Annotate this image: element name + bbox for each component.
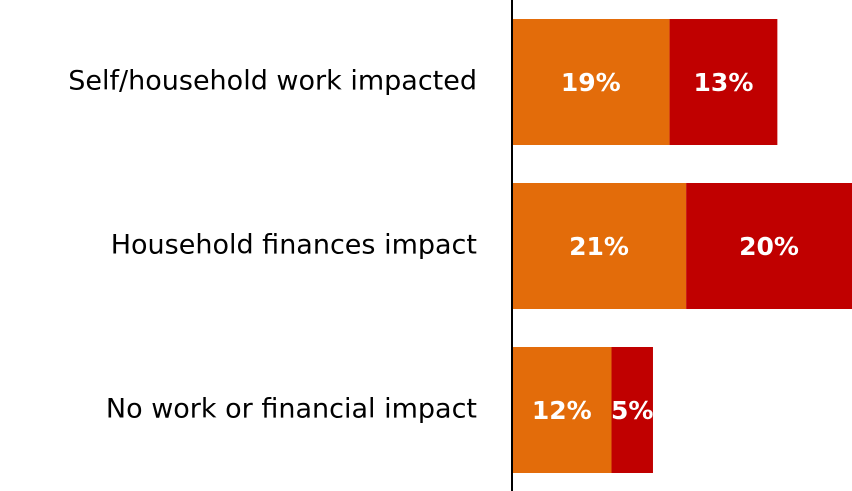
category-label: No work or financial impact	[106, 394, 477, 425]
bar-segment	[512, 183, 687, 309]
category-label: Self/household work impacted	[68, 66, 477, 97]
value-label: 12%	[532, 396, 592, 425]
bar-segment	[512, 19, 670, 145]
value-label: 5%	[611, 396, 653, 425]
value-label: 20%	[739, 232, 799, 261]
value-label: 21%	[569, 232, 629, 261]
bar-segment	[669, 19, 778, 145]
value-label: 19%	[561, 68, 621, 97]
bar-segment	[611, 347, 653, 473]
category-label: Household finances impact	[111, 230, 477, 261]
value-label: 13%	[694, 68, 754, 97]
bar-segment	[686, 183, 852, 309]
bar-segment	[512, 347, 612, 473]
